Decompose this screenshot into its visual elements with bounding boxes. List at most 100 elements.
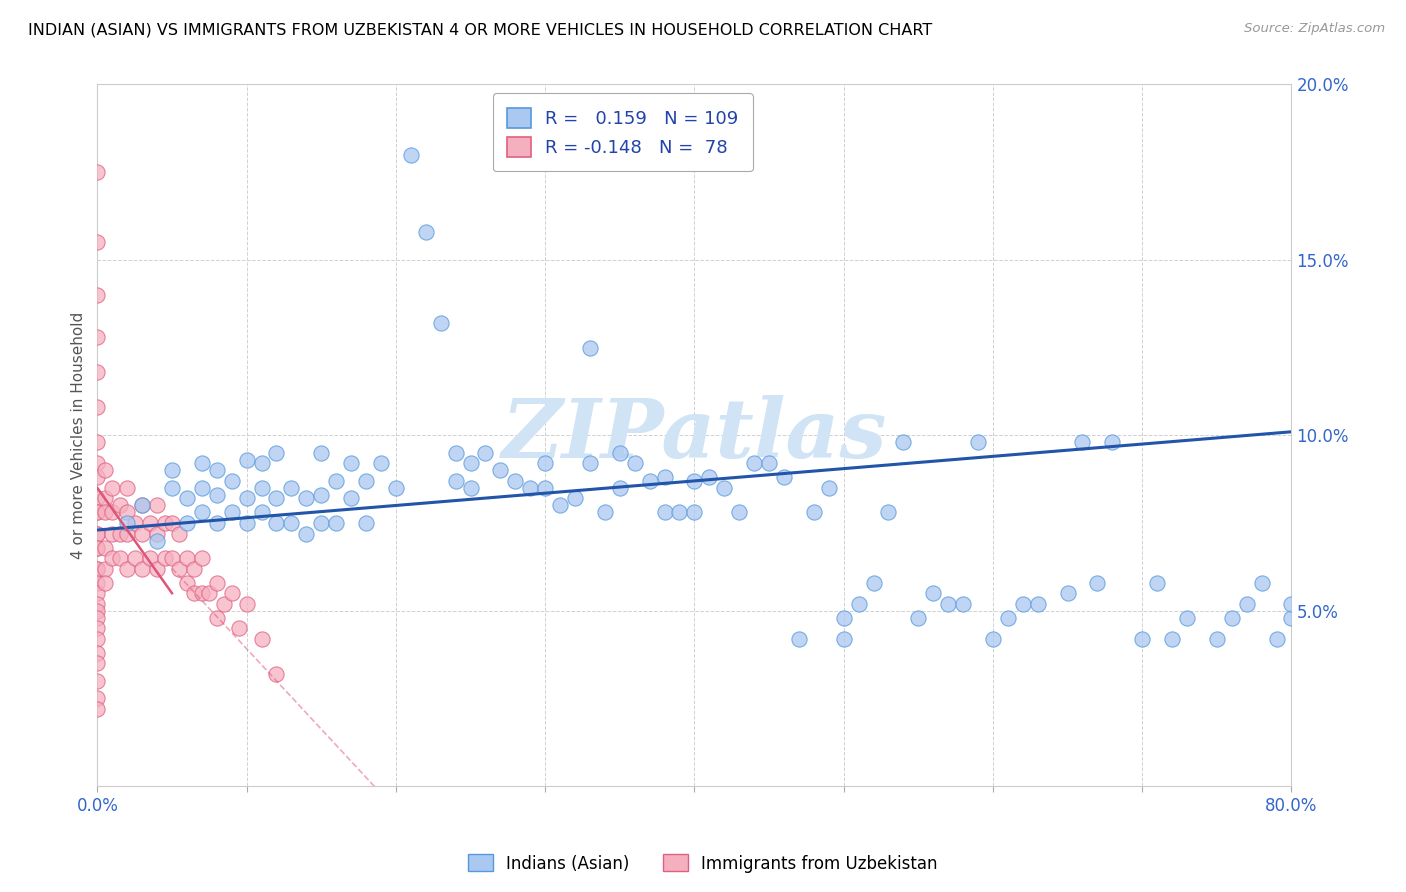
Point — [683, 506, 706, 520]
Point — [131, 526, 153, 541]
Point — [623, 456, 645, 470]
Point — [94, 575, 117, 590]
Point — [221, 474, 243, 488]
Point — [108, 526, 131, 541]
Point — [460, 456, 482, 470]
Point — [877, 506, 900, 520]
Point — [86, 604, 108, 618]
Point — [101, 526, 124, 541]
Point — [160, 516, 183, 530]
Point — [250, 632, 273, 646]
Point — [131, 561, 153, 575]
Point — [86, 491, 108, 506]
Point — [1310, 611, 1333, 625]
Point — [1087, 575, 1109, 590]
Point — [115, 516, 138, 530]
Point — [668, 506, 690, 520]
Text: ZIPatlas: ZIPatlas — [502, 395, 887, 475]
Point — [474, 446, 496, 460]
Point — [205, 463, 228, 477]
Point — [922, 586, 945, 600]
Point — [654, 506, 676, 520]
Point — [108, 551, 131, 566]
Point — [183, 561, 205, 575]
Point — [1026, 597, 1049, 611]
Point — [86, 506, 108, 520]
Point — [250, 506, 273, 520]
Point — [713, 481, 735, 495]
Point — [115, 506, 138, 520]
Point — [385, 481, 408, 495]
Point — [115, 526, 138, 541]
Point — [94, 506, 117, 520]
Point — [86, 611, 108, 625]
Point — [86, 541, 108, 555]
Point — [191, 506, 214, 520]
Point — [228, 621, 250, 635]
Point — [191, 456, 214, 470]
Point — [1324, 611, 1347, 625]
Point — [460, 481, 482, 495]
Point — [967, 435, 990, 450]
Point — [205, 488, 228, 502]
Point — [146, 561, 169, 575]
Point — [1340, 421, 1362, 435]
Point — [86, 526, 108, 541]
Point — [86, 691, 108, 706]
Point — [787, 632, 810, 646]
Point — [266, 446, 288, 460]
Point — [1236, 597, 1258, 611]
Point — [86, 506, 108, 520]
Point — [683, 474, 706, 488]
Point — [86, 365, 108, 379]
Point — [803, 506, 825, 520]
Text: Source: ZipAtlas.com: Source: ZipAtlas.com — [1244, 22, 1385, 36]
Point — [266, 516, 288, 530]
Point — [86, 597, 108, 611]
Point — [370, 456, 392, 470]
Point — [146, 499, 169, 513]
Point — [176, 551, 198, 566]
Point — [86, 575, 108, 590]
Point — [131, 499, 153, 513]
Point — [235, 516, 257, 530]
Point — [108, 499, 131, 513]
Point — [295, 526, 318, 541]
Point — [1011, 597, 1033, 611]
Point — [1265, 632, 1288, 646]
Point — [94, 463, 117, 477]
Point — [153, 516, 176, 530]
Point — [205, 575, 228, 590]
Point — [564, 491, 586, 506]
Point — [699, 470, 721, 484]
Point — [101, 551, 124, 566]
Point — [936, 597, 959, 611]
Point — [86, 646, 108, 660]
Point — [354, 516, 377, 530]
Point — [160, 551, 183, 566]
Point — [817, 481, 839, 495]
Point — [309, 488, 332, 502]
Point — [86, 621, 108, 635]
Legend: R =   0.159   N = 109, R = -0.148   N =  78: R = 0.159 N = 109, R = -0.148 N = 78 — [492, 94, 752, 171]
Point — [1101, 435, 1123, 450]
Point — [86, 561, 108, 575]
Point — [893, 435, 915, 450]
Point — [340, 491, 363, 506]
Point — [205, 516, 228, 530]
Point — [86, 702, 108, 716]
Point — [579, 456, 602, 470]
Point — [907, 611, 929, 625]
Point — [86, 288, 108, 302]
Point — [309, 516, 332, 530]
Point — [1250, 575, 1272, 590]
Point — [325, 516, 347, 530]
Point — [832, 632, 855, 646]
Point — [444, 474, 467, 488]
Point — [415, 225, 437, 239]
Point — [160, 481, 183, 495]
Point — [86, 470, 108, 484]
Point — [86, 657, 108, 671]
Point — [250, 456, 273, 470]
Point — [138, 516, 160, 530]
